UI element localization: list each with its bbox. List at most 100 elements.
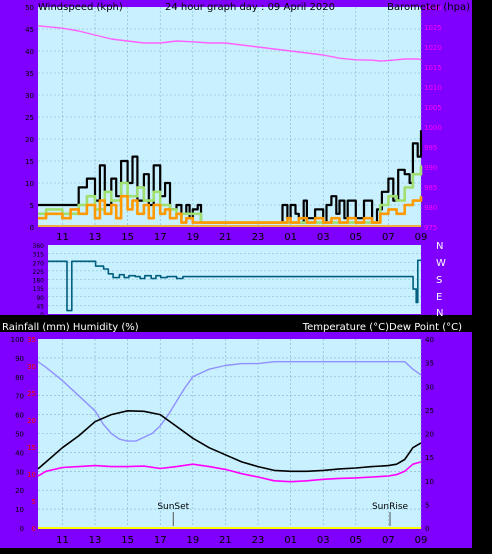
x-tick-label: 19 (186, 232, 199, 243)
x-tick-label: 07 (382, 232, 395, 243)
rain-tick-label: 15 (27, 444, 36, 452)
y2-tick-label: 995 (424, 144, 437, 152)
x-tick-label: 09 (415, 535, 428, 546)
compass-n-bottom: N (436, 308, 443, 319)
compass-w: W (436, 258, 446, 269)
sunset-label: SunSet (157, 502, 189, 512)
x-tick-label: 01 (284, 232, 297, 243)
x-tick-label: 13 (89, 232, 102, 243)
climate-left-title: Rainfall (mm) Humidity (%) (2, 322, 139, 333)
x-tick-label: 21 (219, 535, 232, 546)
black-separator (0, 315, 472, 332)
y-tick-label: 30 (25, 92, 34, 100)
x-tick-label: 17 (154, 232, 167, 243)
wind-axis-title: Windspeed (kph) (38, 2, 123, 13)
temperature-tick-label: 35 (425, 360, 434, 368)
y2-tick-label: 975 (424, 224, 437, 232)
humidity-tick-label: 0 (20, 525, 24, 533)
x-tick-label: 13 (89, 535, 102, 546)
y-tick-label: 45 (25, 26, 34, 34)
rain-tick-label: 5 (32, 498, 36, 506)
direction-plot-area (48, 245, 421, 314)
y-tick-label: 35 (25, 70, 34, 78)
humidity-tick-label: 100 (11, 336, 24, 344)
temperature-line (37, 410, 422, 473)
temperature-tick-label: 25 (425, 407, 434, 415)
dir-tick-label: 45 (36, 303, 44, 310)
y-tick-label: 10 (25, 180, 34, 188)
y-tick-label: 25 (25, 114, 34, 122)
x-tick-label: 23 (252, 232, 265, 243)
x-tick-label: 15 (121, 535, 134, 546)
x-tick-label: 03 (317, 232, 330, 243)
humidity-tick-label: 70 (15, 393, 24, 401)
humidity-tick-label: 10 (15, 506, 24, 514)
y2-tick-label: 980 (424, 204, 437, 212)
y-tick-label: 50 (25, 4, 34, 12)
wind-direction-line (48, 259, 421, 312)
x-tick-label: 19 (186, 535, 199, 546)
rain-tick-label: 10 (27, 471, 36, 479)
y-tick-label: 0 (30, 224, 34, 232)
x-tick-label: 21 (219, 232, 232, 243)
temperature-tick-label: 15 (425, 454, 434, 462)
x-tick-label: 11 (56, 232, 69, 243)
dir-tick-label: 135 (33, 286, 45, 293)
humidity-tick-label: 20 (15, 487, 24, 495)
x-tick-label: 17 (154, 535, 167, 546)
x-tick-label: 01 (284, 535, 297, 546)
x-tick-label: 11 (56, 535, 69, 546)
dir-tick-label: 360 (33, 243, 45, 250)
x-tick-label: 03 (317, 535, 330, 546)
temperature-tick-label: 20 (425, 431, 434, 439)
rain-tick-label: 30 (27, 363, 36, 371)
y2-tick-label: 1005 (424, 104, 442, 112)
temperature-tick-label: 30 (425, 383, 434, 391)
humidity-tick-label: 60 (15, 412, 24, 420)
dir-tick-label: 225 (33, 269, 45, 276)
x-tick-label: 07 (382, 535, 395, 546)
y2-tick-label: 1000 (424, 124, 442, 132)
humidity-tick-label: 90 (15, 355, 24, 363)
compass-e: E (436, 292, 442, 303)
y-tick-label: 5 (30, 202, 34, 210)
y2-tick-label: 1025 (424, 24, 442, 32)
y-tick-label: 15 (25, 158, 34, 166)
rain-tick-label: 25 (27, 390, 36, 398)
y2-tick-label: 990 (424, 164, 437, 172)
climate-right-title: Temperature (°C)Dew Point (°C) (302, 322, 462, 333)
x-tick-label: 05 (349, 535, 362, 546)
dir-tick-label: 0 (40, 312, 44, 319)
y2-tick-label: 1010 (424, 84, 442, 92)
x-tick-label: 09 (415, 232, 428, 243)
chart-title: 24 hour graph day : 09 April 2020 (165, 2, 335, 13)
x-tick-label: 15 (121, 232, 134, 243)
humidity-tick-label: 50 (15, 431, 24, 439)
dir-tick-label: 90 (36, 295, 44, 302)
y2-tick-label: 985 (424, 184, 437, 192)
compass-n-top: N (436, 241, 443, 252)
temperature-tick-label: 5 (425, 501, 429, 509)
temperature-tick-label: 10 (425, 478, 434, 486)
dir-tick-label: 315 (33, 252, 45, 259)
rain-tick-label: 20 (27, 417, 36, 425)
sunrise-label: SunRise (372, 502, 409, 512)
climate-plot-area (38, 339, 421, 528)
temperature-tick-label: 0 (425, 525, 429, 533)
y-tick-label: 40 (25, 48, 34, 56)
y2-tick-label: 1015 (424, 64, 442, 72)
humidity-tick-label: 30 (15, 468, 24, 476)
rain-tick-label: 35 (27, 336, 36, 344)
x-tick-label: 05 (349, 232, 362, 243)
temperature-tick-label: 40 (425, 336, 434, 344)
y-tick-label: 20 (25, 136, 34, 144)
wind-light-line (38, 165, 423, 224)
barometer-line (37, 25, 422, 62)
barometer-axis-title: Barometer (hpa) (387, 2, 470, 13)
wind-average-line (38, 194, 423, 224)
dir-tick-label: 270 (33, 260, 45, 267)
y2-tick-label: 1020 (424, 44, 442, 52)
rain-tick-label: 0 (32, 525, 36, 533)
humidity-tick-label: 40 (15, 449, 24, 457)
